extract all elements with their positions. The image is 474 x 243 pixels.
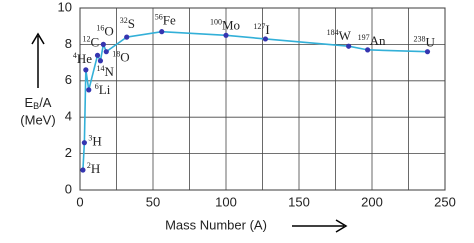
point — [97, 58, 104, 64]
isotope-label: 16O — [96, 23, 113, 38]
mass-number: 238 — [413, 35, 425, 44]
mass-number: 100 — [210, 17, 222, 26]
y-tick-label: 0 — [65, 181, 72, 196]
y-label-symbol: E — [25, 95, 34, 110]
point — [100, 41, 106, 48]
point — [365, 47, 371, 53]
mass-number: 197 — [358, 33, 370, 42]
element: O — [104, 23, 113, 38]
x-label: Mass Number (A) — [165, 217, 267, 232]
point — [80, 167, 86, 173]
element: H — [91, 161, 100, 176]
point — [83, 67, 89, 73]
element: He — [77, 51, 92, 66]
element: S — [128, 16, 135, 31]
y-arrow-head — [31, 32, 45, 45]
point — [424, 49, 431, 55]
point — [124, 34, 130, 40]
mass-number: 12 — [83, 34, 91, 43]
element: O — [120, 50, 129, 65]
isotope-label: 3H — [88, 134, 101, 149]
y-label-subscript: B — [33, 101, 39, 111]
x-arrow-head — [335, 219, 348, 233]
element: H — [92, 134, 101, 149]
element: N — [104, 64, 114, 79]
y-tick-label: 2 — [65, 145, 72, 160]
isotope-label: 14N — [96, 64, 114, 79]
x-tick-label: 50 — [146, 194, 160, 209]
x-tick-label: 150 — [288, 194, 310, 209]
isotope-label: 56Fe — [155, 12, 176, 27]
y-tick-label: 10 — [58, 0, 72, 14]
element: U — [425, 35, 435, 50]
point — [81, 140, 87, 146]
point — [94, 52, 101, 58]
isotope-label: 6Li — [95, 82, 111, 97]
x-tick-label: 100 — [215, 194, 237, 209]
mass-number: 16 — [96, 23, 104, 32]
x-tick-label: 200 — [361, 194, 383, 209]
element: Fe — [163, 13, 176, 28]
y-tick-label: 4 — [65, 109, 72, 124]
isotope-label: 12C — [83, 34, 100, 49]
point — [103, 49, 109, 55]
isotope-label: 197An — [358, 33, 386, 48]
isotope-label: 238U — [413, 35, 435, 50]
point — [86, 87, 92, 93]
y-tick-label: 6 — [65, 72, 72, 87]
mass-number: 2 — [87, 161, 91, 170]
y-label-unit: (MeV) — [20, 112, 55, 127]
curve — [82, 30, 428, 171]
point — [159, 29, 165, 35]
point — [346, 43, 352, 49]
isotope-label: 127I — [253, 22, 269, 37]
mass-number: 32 — [120, 16, 128, 25]
mass-number: 6 — [95, 82, 99, 91]
mass-number: 3 — [88, 134, 92, 143]
element: Li — [99, 82, 111, 97]
isotope-label: 18O — [112, 50, 129, 65]
isotope-label: 2H — [87, 161, 100, 176]
x-tick-label: 0 — [76, 194, 83, 209]
point — [223, 32, 229, 38]
point — [262, 36, 269, 42]
isotope-label: 32S — [120, 16, 135, 31]
element: C — [91, 34, 100, 49]
isotope-label: 100Mo — [210, 17, 240, 32]
mass-number: 18 — [112, 50, 120, 59]
x-tick-label: 250 — [434, 194, 456, 209]
mass-number: 127 — [253, 22, 265, 31]
isotope-label: 4He — [73, 51, 92, 66]
y-tick-label: 8 — [65, 36, 72, 51]
mass-number: 184 — [327, 28, 339, 37]
element: Mo — [222, 17, 240, 32]
element: An — [370, 33, 386, 48]
mass-number: 14 — [96, 64, 104, 73]
y-label-rest: /A — [39, 95, 52, 110]
isotope-label: 184W — [327, 28, 352, 43]
y-label: EB/A — [25, 95, 52, 111]
element: I — [265, 22, 269, 37]
mass-number: 56 — [155, 12, 163, 21]
element: W — [339, 28, 352, 43]
mass-number: 4 — [73, 51, 77, 60]
